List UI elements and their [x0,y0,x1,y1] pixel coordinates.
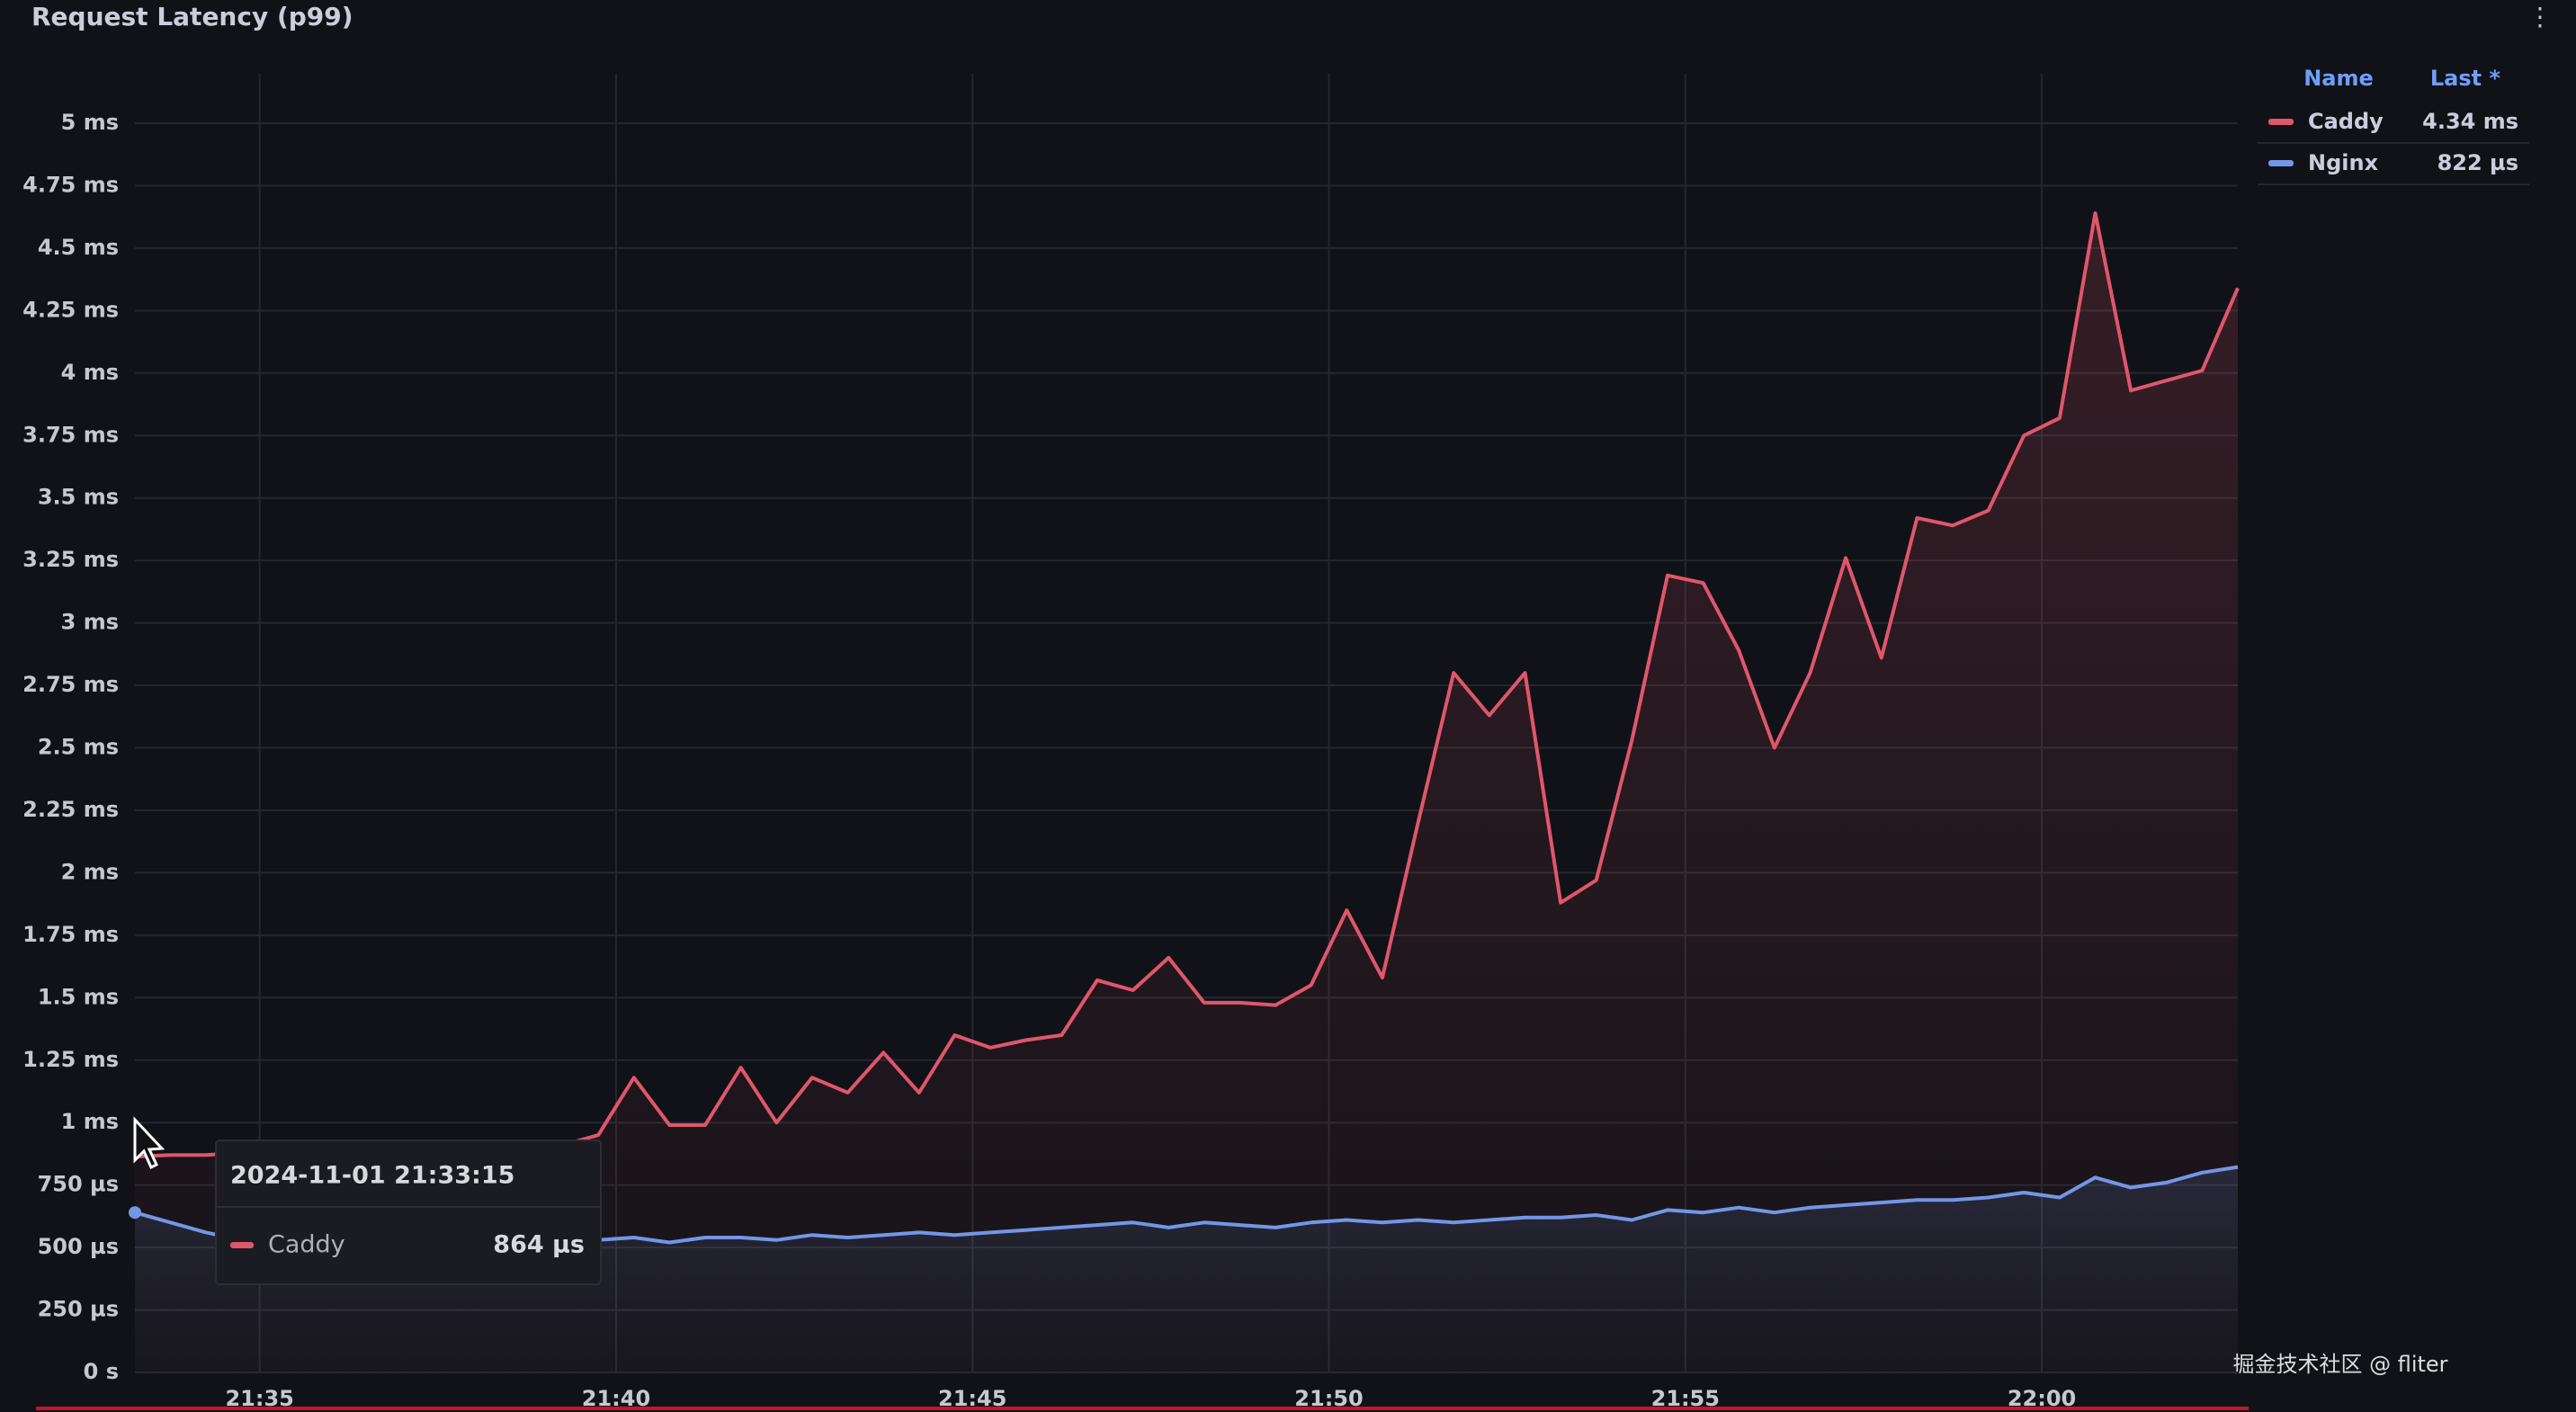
legend-value: 4.34 ms [2422,109,2518,134]
y-tick-label: 3.25 ms [22,547,119,572]
y-tick-label: 4 ms [61,360,119,385]
x-tick-label: 21:50 [1294,1386,1363,1411]
legend-header[interactable]: Last * [2430,66,2501,91]
y-tick-label: 2.25 ms [22,797,119,822]
series-area [135,1166,2238,1372]
x-tick-label: 21:35 [225,1386,293,1411]
legend-label[interactable]: Caddy [2308,109,2384,134]
y-tick-label: 3 ms [61,610,119,635]
watermark: 掘金技术社区 @ fliter [2232,1352,2447,1377]
tooltip-swatch [230,1242,254,1248]
y-tick-label: 1.25 ms [22,1047,119,1072]
y-tick-label: 5 ms [61,110,119,135]
y-tick-label: 4.25 ms [22,297,119,322]
y-tick-label: 500 µs [38,1234,119,1259]
y-tick-label: 3.75 ms [22,422,119,447]
y-tick-label: 3.5 ms [38,485,119,510]
y-tick-label: 250 µs [38,1297,119,1322]
y-tick-label: 4.5 ms [38,235,119,260]
y-tick-label: 1.75 ms [22,922,119,947]
y-tick-label: 1 ms [61,1109,119,1134]
x-tick-label: 22:00 [2008,1386,2076,1411]
tooltip-time: 2024-11-01 21:33:15 [230,1162,514,1190]
legend-header[interactable]: Name [2303,66,2374,91]
y-tick-label: 2.75 ms [22,672,119,697]
x-tick-label: 21:55 [1651,1386,1720,1411]
menu-icon[interactable]: ⋮ [2527,2,2553,31]
legend-value: 822 µs [2437,150,2518,175]
legend-label[interactable]: Nginx [2308,150,2379,175]
legend-swatch[interactable] [2268,160,2294,166]
y-tick-label: 1.5 ms [38,984,119,1009]
tooltip-series: Caddy [268,1231,345,1259]
hover-point [129,1206,141,1220]
series-area [135,213,2238,1372]
y-tick-label: 4.75 ms [22,172,119,197]
y-tick-label: 750 µs [38,1172,119,1197]
legend-swatch[interactable] [2268,119,2294,125]
y-tick-label: 0 s [84,1359,119,1384]
tooltip-value: 864 µs [493,1231,585,1259]
y-tick-label: 2 ms [61,859,119,884]
tooltip [215,1139,602,1285]
x-tick-label: 21:40 [582,1386,650,1411]
progress-bar [36,1407,2249,1410]
x-tick-label: 21:45 [938,1386,1006,1411]
y-tick-label: 2.5 ms [38,735,119,760]
cursor [133,1116,165,1170]
chart-title: Request Latency (p99) [31,2,353,31]
